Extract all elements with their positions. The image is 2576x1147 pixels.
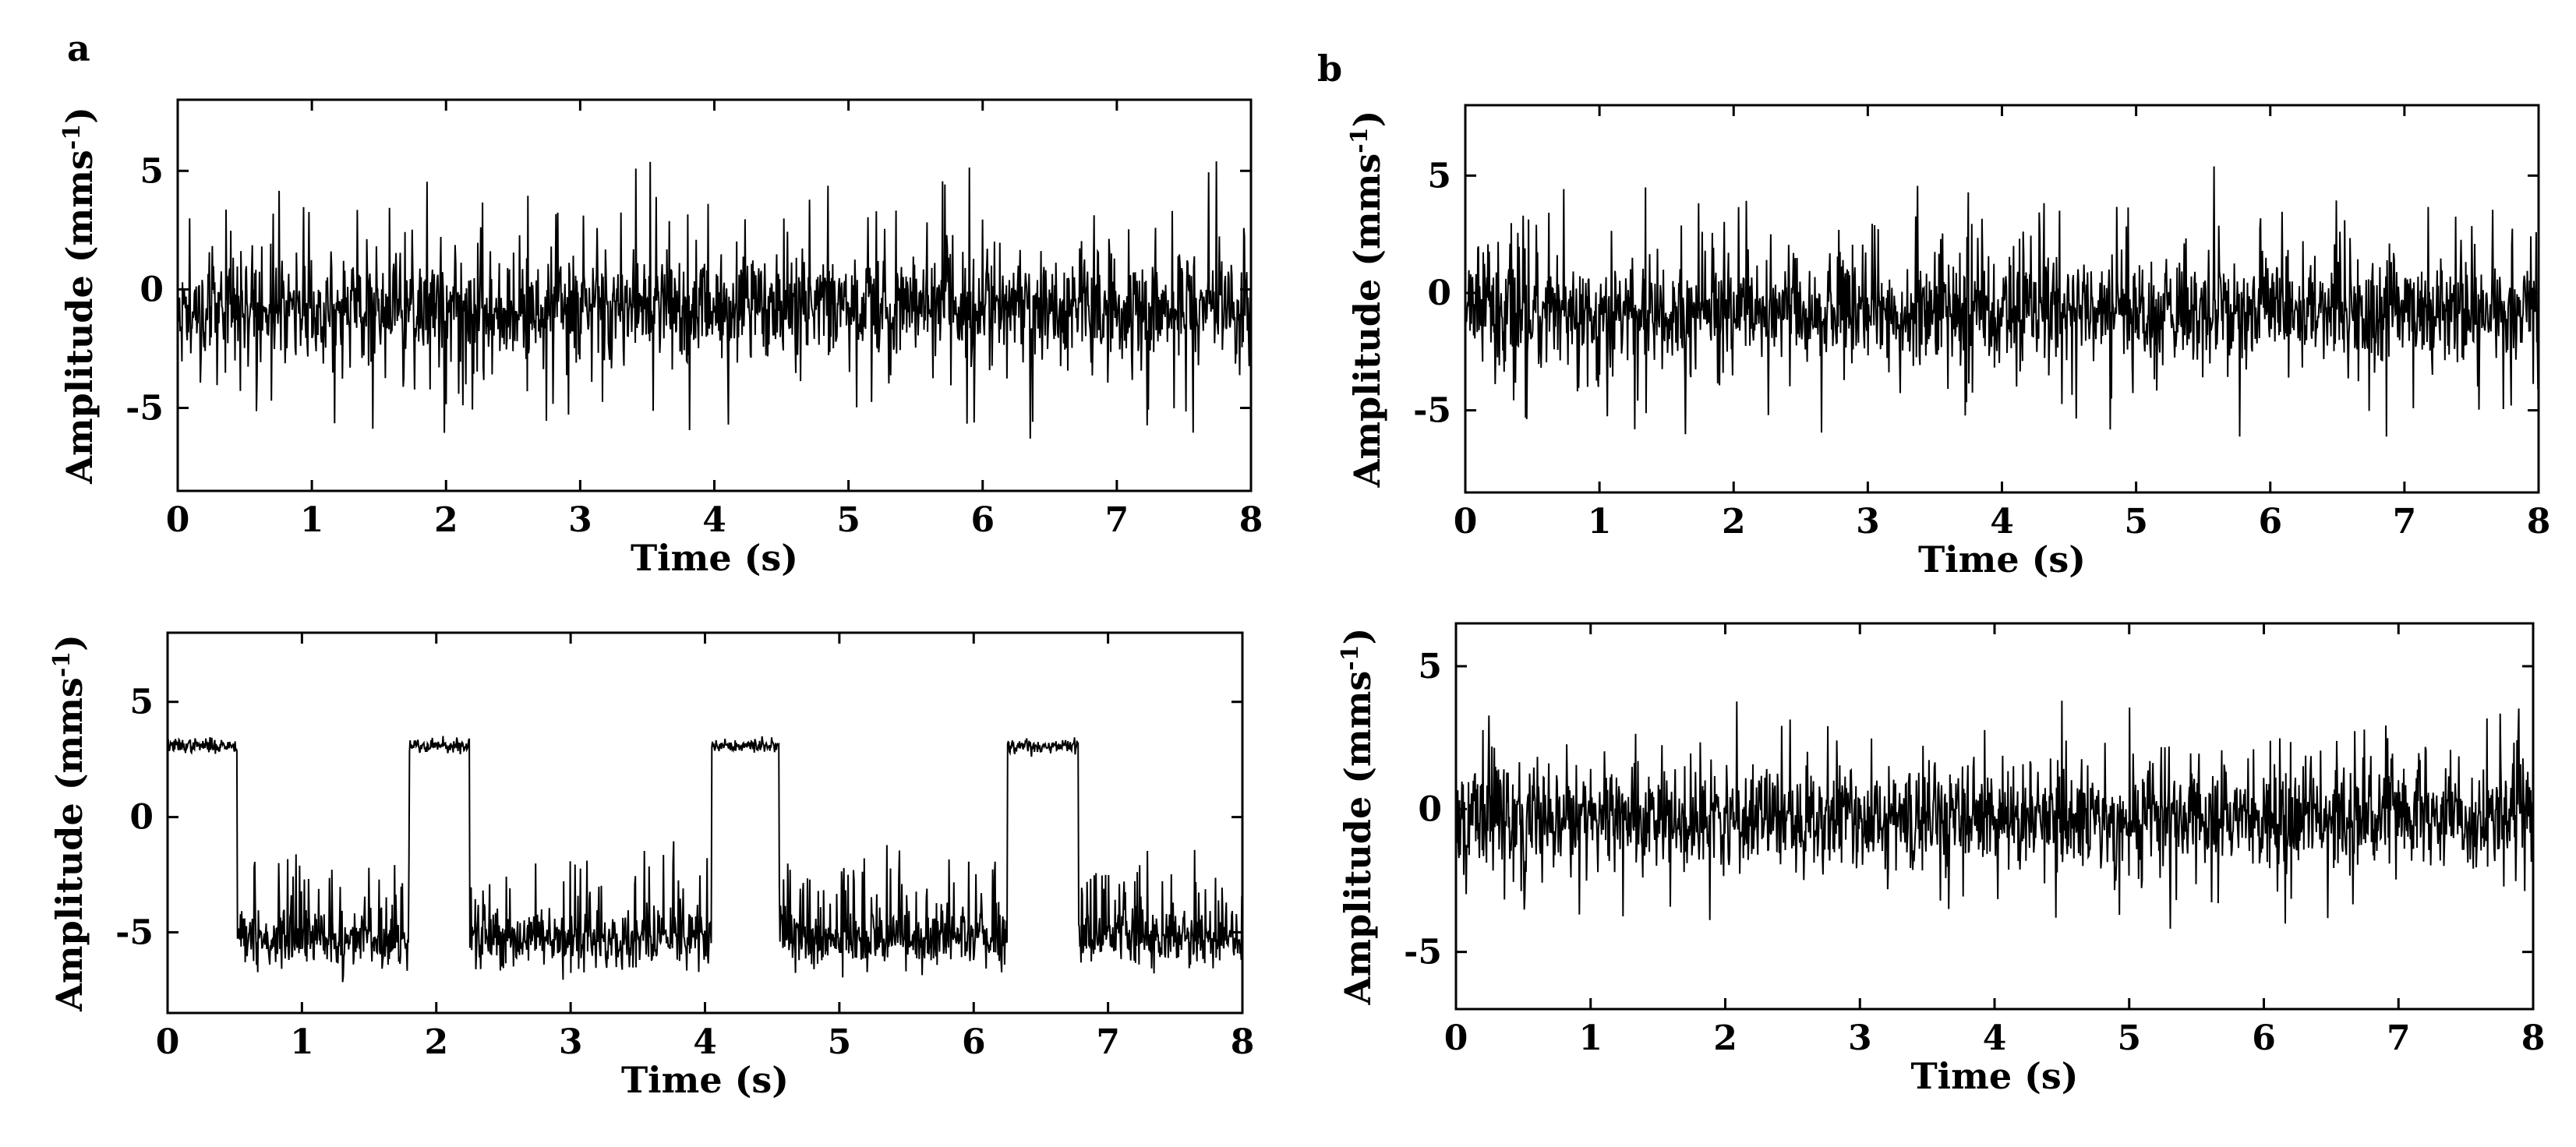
chart-a-top: 0 1 2 3 4 5 6 7 8 -5 0 5 Time (s) Amplitude (mms-1) bbox=[58, 98, 1263, 579]
y-axis-label-close: ) bbox=[1346, 111, 1388, 128]
x-tick-label: 2 bbox=[1713, 1018, 1737, 1058]
x-tick-label: 7 bbox=[2387, 1018, 2411, 1058]
x-tick-label: 2 bbox=[424, 1022, 448, 1062]
x-tick-label: 6 bbox=[2258, 502, 2282, 542]
x-tick-label: 1 bbox=[1588, 502, 1612, 542]
x-tick-label: 8 bbox=[1239, 500, 1263, 540]
x-tick-label: 4 bbox=[1983, 1018, 2007, 1058]
x-tick-label: 4 bbox=[693, 1022, 717, 1062]
plot-frame bbox=[176, 98, 1253, 492]
x-tick-label: 3 bbox=[559, 1022, 583, 1062]
x-tick-label: 5 bbox=[828, 1022, 852, 1062]
x-tick-label: 5 bbox=[836, 500, 860, 540]
series-line-0 bbox=[1465, 166, 2539, 437]
x-tick-label: 5 bbox=[2117, 1018, 2141, 1058]
y-axis-label-main: Amplitude (mms bbox=[1346, 154, 1388, 489]
x-tick-label: 2 bbox=[434, 500, 458, 540]
y-axis-label-close: ) bbox=[1337, 628, 1379, 645]
y-axis-label: Amplitude (mms-1) bbox=[48, 634, 90, 1012]
y-axis-label-main: Amplitude (mms bbox=[48, 677, 90, 1012]
y-axis-label: Amplitude (mms-1) bbox=[58, 107, 101, 485]
x-tick-label: 0 bbox=[1444, 1018, 1468, 1058]
x-tick-label: 6 bbox=[970, 500, 995, 540]
x-axis-label: Time (s) bbox=[1918, 538, 2086, 581]
x-tick-label: 7 bbox=[1096, 1022, 1120, 1062]
x-tick-label: 3 bbox=[568, 500, 592, 540]
y-tick-label: -5 bbox=[125, 389, 164, 429]
y-axis-label-main: Amplitude (mms bbox=[1337, 671, 1379, 1006]
y-tick-label: 5 bbox=[1427, 156, 1451, 196]
y-tick-label: 0 bbox=[1427, 274, 1451, 313]
panel-label-a: a bbox=[67, 27, 90, 69]
x-tick-label: 1 bbox=[290, 1022, 314, 1062]
x-tick-label: 8 bbox=[1231, 1022, 1255, 1062]
series-line-0 bbox=[1455, 701, 2534, 929]
y-tick-label: 5 bbox=[1418, 647, 1442, 686]
x-tick-label: 6 bbox=[2252, 1018, 2276, 1058]
chart-b-bottom: 0 1 2 3 4 5 6 7 8 -5 0 5 Time (s) Amplitude (mms-1) bbox=[1337, 622, 2546, 1097]
y-tick-label: -5 bbox=[1404, 933, 1442, 972]
x-axis-label: Time (s) bbox=[621, 1059, 789, 1101]
y-tick-label: 5 bbox=[129, 683, 154, 722]
y-axis-label-sup: -1 bbox=[58, 124, 86, 150]
x-tick-label: 7 bbox=[2393, 502, 2417, 542]
y-axis-label-sup: -1 bbox=[1346, 127, 1373, 153]
y-tick-label: 0 bbox=[140, 270, 164, 309]
y-tick-label: -5 bbox=[115, 912, 154, 952]
chart-b-top: 0 1 2 3 4 5 6 7 8 -5 0 5 Time (s) Amplitude (mms-1) bbox=[1346, 104, 2551, 581]
x-tick-label: 4 bbox=[702, 500, 726, 540]
x-tick-label: 0 bbox=[166, 500, 190, 540]
series-line-0 bbox=[167, 736, 1243, 983]
x-tick-label: 1 bbox=[300, 500, 324, 540]
x-tick-label: 7 bbox=[1105, 500, 1129, 540]
x-axis-label: Time (s) bbox=[1910, 1055, 2078, 1097]
x-tick-label: 5 bbox=[2124, 502, 2148, 542]
y-axis-label-sup: -1 bbox=[48, 651, 76, 677]
series-line-0 bbox=[177, 161, 1252, 439]
x-tick-label: 3 bbox=[1856, 502, 1880, 542]
y-axis-label-main: Amplitude (mms bbox=[58, 150, 101, 485]
y-tick-label: 0 bbox=[129, 798, 154, 838]
y-tick-label: 0 bbox=[1418, 789, 1442, 829]
x-tick-label: 4 bbox=[1990, 502, 2014, 542]
x-tick-label: 1 bbox=[1578, 1018, 1602, 1058]
y-axis-label-close: ) bbox=[48, 634, 90, 651]
x-tick-label: 6 bbox=[962, 1022, 986, 1062]
panel-label-b: b bbox=[1317, 48, 1342, 90]
x-tick-label: 0 bbox=[156, 1022, 180, 1062]
x-tick-label: 0 bbox=[1454, 502, 1478, 542]
y-tick-label: 5 bbox=[140, 151, 164, 191]
x-tick-label: 2 bbox=[1722, 502, 1746, 542]
y-axis-label-sup: -1 bbox=[1337, 644, 1364, 670]
y-axis-label: Amplitude (mms-1) bbox=[1337, 628, 1379, 1006]
x-axis-label: Time (s) bbox=[631, 537, 798, 579]
x-tick-label: 3 bbox=[1848, 1018, 1872, 1058]
y-axis-label-close: ) bbox=[58, 107, 101, 124]
x-tick-label: 8 bbox=[2521, 1018, 2546, 1058]
y-tick-label: -5 bbox=[1413, 391, 1451, 431]
chart-a-bottom: 0 1 2 3 4 5 6 7 8 -5 0 5 Time (s) Amplitude (mms-1) bbox=[48, 631, 1255, 1101]
x-tick-label: 8 bbox=[2527, 502, 2551, 542]
y-axis-label: Amplitude (mms-1) bbox=[1346, 111, 1388, 489]
